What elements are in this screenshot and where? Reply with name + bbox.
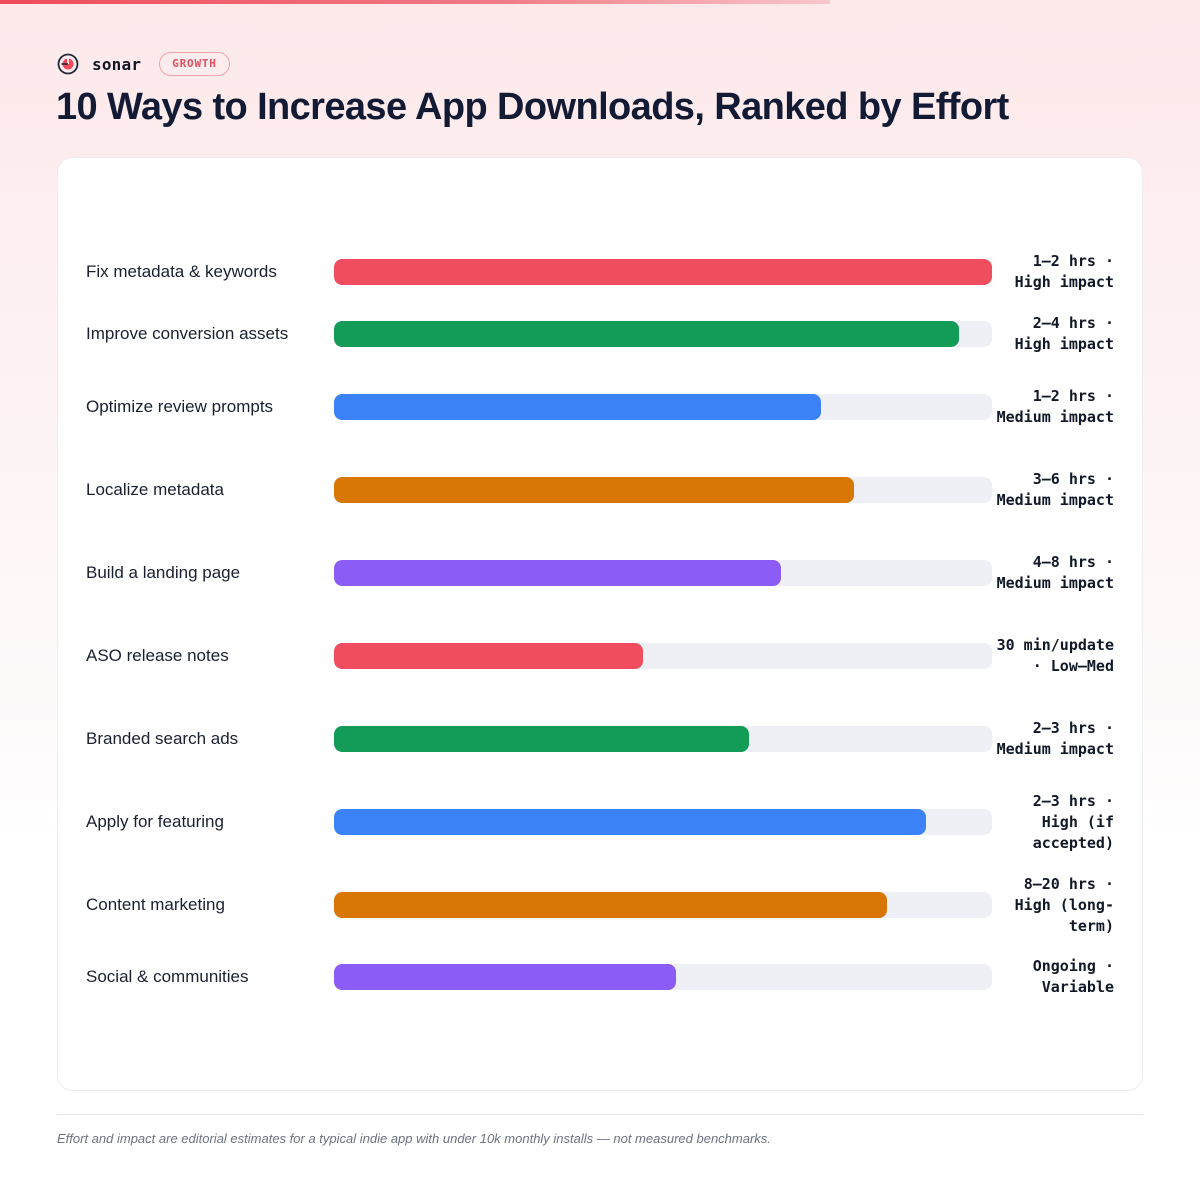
top-accent-strip xyxy=(0,0,830,4)
bar-track xyxy=(334,809,992,835)
bar-track xyxy=(334,560,992,586)
chart-card: Fix metadata & keywords 1–2 hrs · High im… xyxy=(57,157,1143,1091)
bar-data-label: 4–8 hrs · Medium impact xyxy=(996,553,1114,592)
bar-track xyxy=(334,321,992,347)
bar-track xyxy=(334,726,992,752)
bar-fill xyxy=(334,809,927,835)
bar-category-label: Improve conversion assets xyxy=(86,324,289,343)
bar-category-label: ASO release notes xyxy=(86,646,229,665)
bar-fill xyxy=(334,321,960,347)
bar-category-label: Fix metadata & keywords xyxy=(86,262,277,281)
bar-category-label: Optimize review prompts xyxy=(86,397,274,416)
category-badge: GROWTH xyxy=(159,52,230,76)
page-title: 10 Ways to Increase App Downloads, Ranke… xyxy=(56,86,1009,128)
sonar-logo-icon xyxy=(57,53,79,75)
bar-data-label: 1–2 hrs · Medium impact xyxy=(996,387,1114,426)
bar-track xyxy=(334,964,992,990)
bar-track xyxy=(334,892,992,918)
bar-data-label: 1–2 hrs · High impact xyxy=(1014,252,1114,291)
bar-data-label: 30 min/update · Low–Med xyxy=(996,636,1114,675)
bar-category-label: Social & communities xyxy=(86,967,249,986)
bar-data-label: 3–6 hrs · Medium impact xyxy=(996,470,1114,509)
bar-fill xyxy=(334,643,644,669)
bar-category-label: Localize metadata xyxy=(86,480,224,499)
bar-data-label: 8–20 hrs · High (long-term) xyxy=(1014,874,1114,935)
bar-fill xyxy=(334,477,854,503)
bar-fill xyxy=(334,964,677,990)
bar-fill xyxy=(334,259,992,285)
bar-category-label: Branded search ads xyxy=(86,729,239,748)
bar-data-label: 2–3 hrs · Medium impact xyxy=(996,719,1114,758)
footnote: Effort and impact are editorial estimate… xyxy=(57,1131,771,1146)
bar-data-label: Ongoing · Variable xyxy=(1032,957,1114,996)
bar-category-label: Apply for featuring xyxy=(86,812,224,831)
footer-divider xyxy=(57,1114,1143,1115)
bar-track xyxy=(334,477,992,503)
brand-row: sonar GROWTH xyxy=(57,52,230,76)
brand-name: sonar xyxy=(92,54,142,74)
bar-track xyxy=(334,259,992,285)
bar-fill xyxy=(334,892,887,918)
bar-track xyxy=(334,394,992,420)
bar-category-label: Build a landing page xyxy=(86,563,241,582)
bar-data-label: 2–3 hrs · High (if accepted) xyxy=(1032,791,1114,852)
bar-data-label: 2–4 hrs · High impact xyxy=(1014,314,1114,353)
bar-track xyxy=(334,643,992,669)
bar-fill xyxy=(334,560,782,586)
bar-fill xyxy=(334,726,749,752)
bar-category-label: Content marketing xyxy=(86,895,225,914)
bar-fill xyxy=(334,394,821,420)
